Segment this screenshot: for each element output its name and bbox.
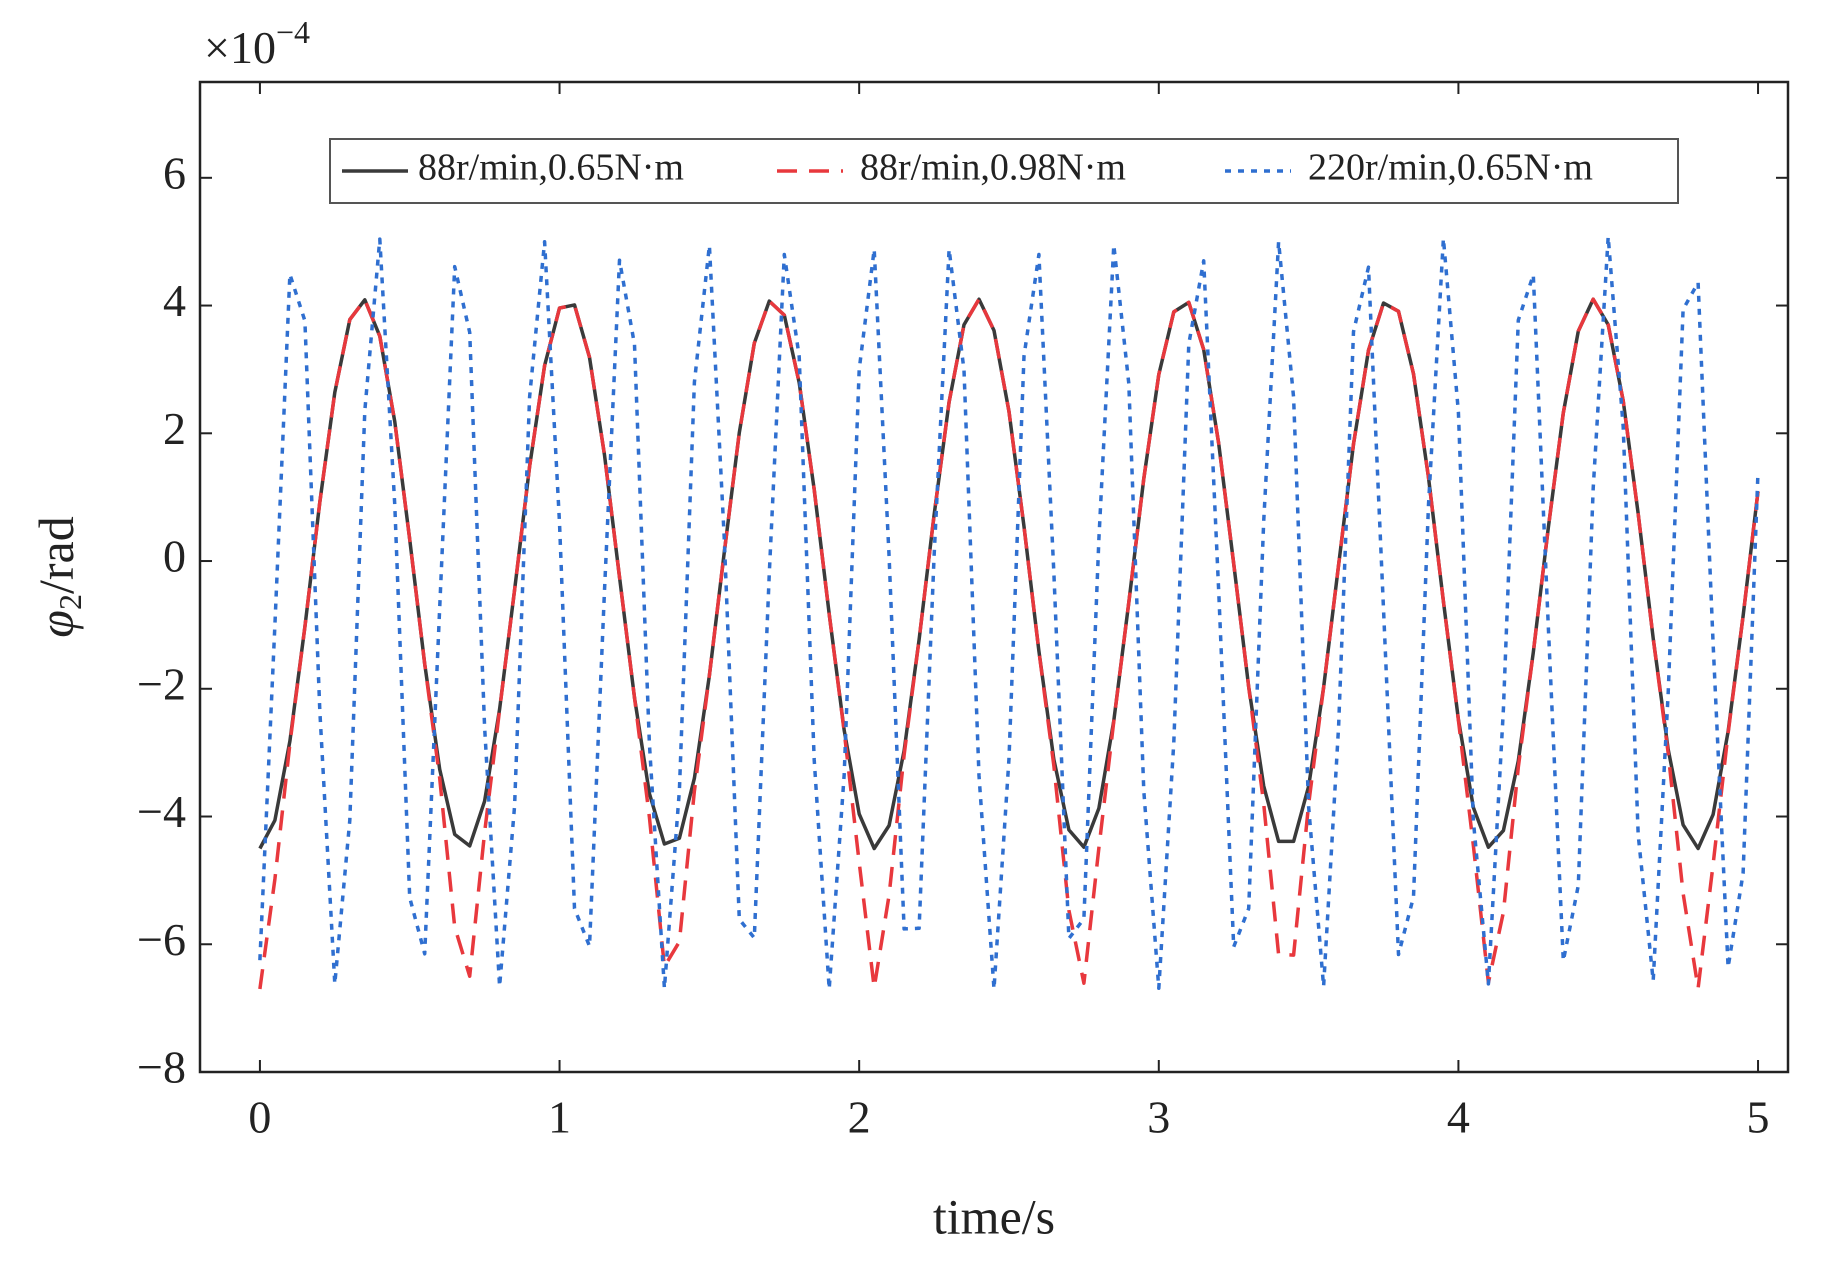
y-tick-label: 2 <box>163 403 186 454</box>
scale-base: ×10 <box>204 22 276 73</box>
y-tick-label: −4 <box>137 786 186 837</box>
x-tick-label: 1 <box>548 1092 571 1143</box>
legend-label: 88r/min,0.65N·m <box>418 147 684 189</box>
legend-label: 220r/min,0.65N·m <box>1308 147 1593 189</box>
x-tick-label: 2 <box>848 1092 871 1143</box>
y-label-unit: /rad <box>28 516 84 594</box>
y-tick-label: −6 <box>137 914 186 965</box>
series-line <box>258 297 1760 991</box>
legend-box <box>329 138 1679 204</box>
y-tick-label: 0 <box>163 531 186 582</box>
y-label-symbol: φ <box>28 610 84 638</box>
y-tick-label: −2 <box>137 658 186 709</box>
scale-label: ×10−4 <box>204 14 310 72</box>
plot-frame <box>198 80 1790 1074</box>
y-tick-label: 6 <box>163 147 186 198</box>
x-tick-label: 4 <box>1447 1092 1470 1143</box>
legend-label: 88r/min,0.98N·m <box>860 147 1126 189</box>
x-axis-label: time/s <box>933 1188 1055 1244</box>
y-tick-label: 4 <box>163 275 186 326</box>
x-tick-label: 3 <box>1147 1092 1170 1143</box>
series-line <box>258 297 1760 851</box>
x-tick-label: 5 <box>1747 1092 1770 1143</box>
y-axis-label: φ2/rad <box>28 516 88 637</box>
y-label-subscript: 2 <box>52 594 88 610</box>
scale-exponent: −4 <box>276 14 310 50</box>
y-tick-label: −8 <box>137 1042 186 1093</box>
series-line <box>258 234 1760 991</box>
legend: 88r/min,0.65N·m 88r/min,0.98N·m 220r/min,0… <box>329 138 1679 204</box>
x-tick-label: 0 <box>248 1092 271 1143</box>
